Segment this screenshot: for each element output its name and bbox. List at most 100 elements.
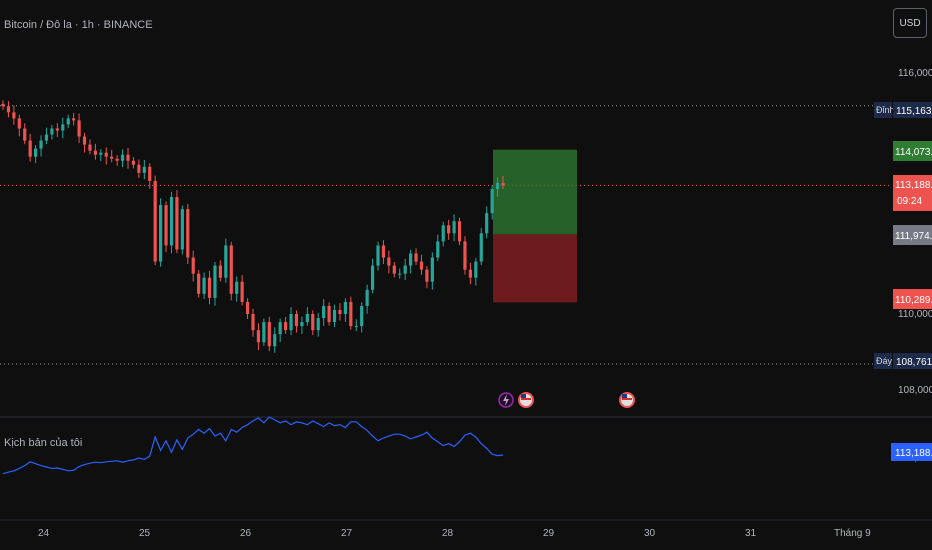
high-price-text: 115,163.99 [896, 106, 932, 117]
price-tick-label: 110,000.00 [898, 309, 932, 320]
candle-body [120, 154, 125, 161]
candle-body [50, 128, 54, 135]
time-tick-label: 29 [543, 528, 555, 539]
candle-body [110, 156, 114, 159]
candle-body [153, 180, 157, 262]
candle-body [501, 182, 505, 186]
candle-body [77, 120, 81, 137]
candle-body [284, 322, 288, 331]
currency-button[interactable]: USD [893, 8, 927, 38]
candle-body [273, 334, 277, 347]
candle-body [104, 152, 108, 157]
candle-body [23, 128, 27, 141]
lightning-event-icon[interactable] [498, 392, 514, 408]
candle-body [17, 118, 21, 129]
candle-body [28, 140, 32, 157]
candle-body [278, 322, 282, 335]
candle-body [262, 322, 266, 343]
symbol-title[interactable]: Bitcoin / Đô la · 1h · BINANCE [4, 19, 153, 31]
candle-body [66, 118, 70, 125]
candle-body [256, 330, 261, 343]
long-position-loss-zone[interactable] [493, 234, 577, 303]
long-position-profit-zone[interactable] [493, 149, 577, 235]
candle-body [294, 314, 299, 327]
candle-body [169, 197, 174, 246]
candle-body [376, 245, 380, 266]
candle-body [88, 144, 92, 151]
candle-body [131, 160, 136, 165]
candle-body [180, 209, 184, 250]
candle-body [251, 314, 255, 331]
candle-body [197, 273, 201, 294]
time-tick-label: 24 [38, 528, 50, 539]
low-price-text: 108,761.57 [896, 357, 932, 368]
high-price-label [893, 102, 932, 118]
low-tag [874, 353, 892, 369]
candle-body [191, 257, 195, 274]
high-tag [874, 102, 892, 118]
candle-body [55, 128, 59, 131]
us-flag-event-icon[interactable] [619, 392, 635, 408]
candle-body [414, 253, 418, 262]
candle-body [44, 134, 49, 141]
entry-price-text: 111,974.62 [895, 231, 932, 242]
candle-body [332, 309, 337, 323]
candle-body [6, 106, 11, 113]
time-tick-label: 28 [442, 528, 454, 539]
time-tick-label: 31 [745, 528, 757, 539]
candle-body [61, 124, 65, 131]
current-price-label [893, 175, 932, 211]
candle-body [365, 289, 369, 306]
us-flag-event-icon[interactable] [518, 392, 534, 408]
candle-body [343, 301, 347, 314]
candle-body [99, 152, 103, 155]
target-price-text: 114,073.62 [895, 147, 932, 158]
countdown-text: 09:24 [897, 196, 922, 207]
target-price-label [893, 141, 932, 161]
candle-body [370, 265, 375, 290]
candle-body [495, 182, 500, 189]
candle-body [457, 221, 462, 242]
candle-body [148, 166, 152, 181]
candle-body [403, 265, 407, 274]
candle-body [39, 140, 43, 149]
candle-body [34, 148, 38, 157]
candle-body [316, 318, 320, 331]
indicator-title[interactable]: Kịch bản của tôi [4, 437, 83, 449]
candle-body [229, 245, 233, 294]
candle-body [82, 136, 87, 145]
candle-body [213, 265, 217, 298]
low-tag-text: Đáy [876, 356, 893, 366]
candle-body [224, 245, 228, 278]
candle-body [305, 314, 309, 323]
candle-body [202, 277, 206, 294]
candle-body [419, 261, 424, 270]
high-tag-text: Đỉnh [876, 105, 895, 115]
indicator-value-text: 113,188.43 [895, 448, 932, 459]
candle-body [164, 205, 168, 246]
current-price-text: 113,188.43 [895, 180, 932, 191]
candle-body [12, 112, 16, 119]
candle-body [479, 233, 483, 262]
candle-body [115, 158, 119, 161]
candle-body [207, 277, 212, 298]
candle-body [322, 305, 326, 319]
indicator-value-label [891, 443, 932, 461]
stop-price-label [893, 289, 932, 309]
candle-body [441, 225, 445, 242]
time-tick-label: Tháng 9 [834, 528, 871, 539]
candle-body [267, 322, 271, 347]
candle-body [245, 301, 250, 314]
candle-body [447, 225, 451, 234]
candle-body [289, 314, 293, 331]
candle-body [468, 269, 472, 278]
candle-body [425, 269, 429, 282]
candle-body [300, 322, 304, 327]
candle-body [430, 257, 434, 282]
time-tick-label: 26 [240, 528, 252, 539]
candle-body [490, 188, 494, 214]
candle-body [463, 241, 467, 270]
candle-body [392, 265, 396, 274]
candle-body [240, 281, 244, 302]
